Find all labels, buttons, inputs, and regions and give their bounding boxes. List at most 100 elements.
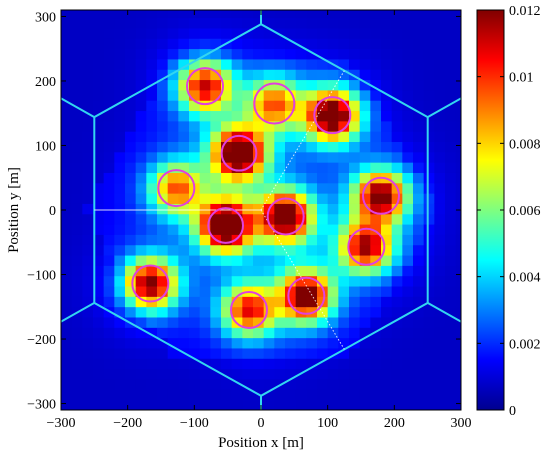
heatmap-cell (423, 379, 435, 390)
heatmap-cell (167, 151, 179, 163)
heatmap-cell (423, 120, 435, 132)
heatmap-cell (157, 59, 169, 70)
heatmap-cell (455, 48, 461, 60)
heatmap-cell (189, 172, 201, 184)
heatmap-cell (349, 193, 361, 204)
heatmap-cell (317, 348, 329, 359)
heatmap-cell (317, 379, 329, 390)
heatmap-cell (242, 141, 254, 153)
heatmap-cell (391, 172, 403, 184)
heatmap-cell (199, 48, 211, 60)
heatmap-cell (445, 224, 457, 235)
heatmap-cell (359, 358, 371, 370)
heatmap-cell (423, 399, 435, 410)
heatmap-cell (125, 265, 137, 277)
heatmap-cell (103, 28, 115, 39)
heatmap-cell (199, 120, 211, 132)
heatmap-cell (103, 59, 115, 70)
heatmap-cell (381, 17, 393, 29)
heatmap-cell (167, 389, 179, 401)
heatmap-cell (391, 193, 403, 204)
heatmap-cell (391, 286, 403, 297)
heatmap-cell (413, 193, 425, 204)
heatmap-cell (221, 172, 233, 184)
heatmap-cell (274, 224, 286, 235)
heatmap-cell (199, 306, 211, 318)
heatmap-cell (71, 10, 83, 19)
heatmap-cell (199, 182, 211, 194)
heatmap-cell (434, 141, 446, 153)
heatmap-cell (327, 120, 339, 132)
heatmap-cell (82, 213, 94, 225)
heatmap-cell (370, 10, 382, 19)
heatmap-cell (285, 48, 297, 60)
heatmap-cell (391, 59, 403, 70)
heatmap-cell (381, 131, 393, 143)
heatmap-cell (82, 275, 94, 287)
heatmap-cell (359, 120, 371, 132)
heatmap-cell (327, 28, 339, 39)
heatmap-cell (413, 151, 425, 163)
heatmap-cell (167, 244, 179, 256)
heatmap-cell (253, 255, 265, 266)
heatmap-cell (210, 358, 222, 370)
heatmap-cell (263, 389, 275, 401)
heatmap-cell (402, 213, 414, 225)
heatmap-cell (391, 48, 403, 60)
heatmap-cell (189, 368, 201, 380)
heatmap-cell (391, 100, 403, 112)
heatmap-cell (285, 100, 297, 112)
heatmap-cell (93, 162, 105, 173)
heatmap-cell (359, 38, 371, 50)
heatmap-cell (253, 275, 265, 287)
heatmap-cell (103, 182, 115, 194)
heatmap-cell (135, 110, 147, 122)
heatmap-cells (61, 10, 461, 410)
heatmap-cell (221, 182, 233, 194)
heatmap-cell (295, 327, 307, 339)
heatmap-cell (82, 224, 94, 235)
heatmap-cell (391, 10, 403, 19)
heatmap-cell (146, 172, 158, 184)
heatmap-cell (349, 28, 361, 39)
heatmap-cell (327, 358, 339, 370)
heatmap-cell (189, 379, 201, 390)
heatmap-cell (402, 38, 414, 50)
heatmap-cell (135, 275, 147, 287)
heatmap-cell (285, 141, 297, 153)
heatmap-cell (253, 69, 265, 81)
heatmap-cell (274, 141, 286, 153)
heatmap-cell (253, 327, 265, 339)
heatmap-cell (391, 255, 403, 266)
heatmap-cell (199, 162, 211, 173)
heatmap-cell (231, 182, 243, 194)
heatmap-cell (381, 234, 393, 246)
heatmap-cell (317, 10, 329, 19)
heatmap-cell (263, 120, 275, 132)
heatmap-cell (445, 348, 457, 359)
heatmap-cell (285, 255, 297, 266)
heatmap-cell (455, 224, 461, 235)
heatmap-cell (135, 162, 147, 173)
heatmap-cell (82, 203, 94, 215)
heatmap-cell (274, 296, 286, 308)
heatmap-cell (445, 244, 457, 256)
heatmap-cell (71, 348, 83, 359)
heatmap-cell (178, 275, 190, 287)
heatmap-cell (263, 193, 275, 204)
heatmap-cell (199, 317, 211, 328)
heatmap-cell (210, 193, 222, 204)
heatmap-cell (381, 48, 393, 60)
heatmap-cell (103, 327, 115, 339)
heatmap-cell (391, 79, 403, 91)
heatmap-cell (242, 131, 254, 143)
heatmap-cell (359, 389, 371, 401)
heatmap-cell (82, 234, 94, 246)
heatmap-cell (338, 69, 350, 81)
heatmap-cell (71, 182, 83, 194)
heatmap-cell (423, 296, 435, 308)
heatmap-cell (317, 100, 329, 112)
heatmap-cell (253, 48, 265, 60)
heatmap-cell (146, 389, 158, 401)
heatmap-cell (146, 100, 158, 112)
